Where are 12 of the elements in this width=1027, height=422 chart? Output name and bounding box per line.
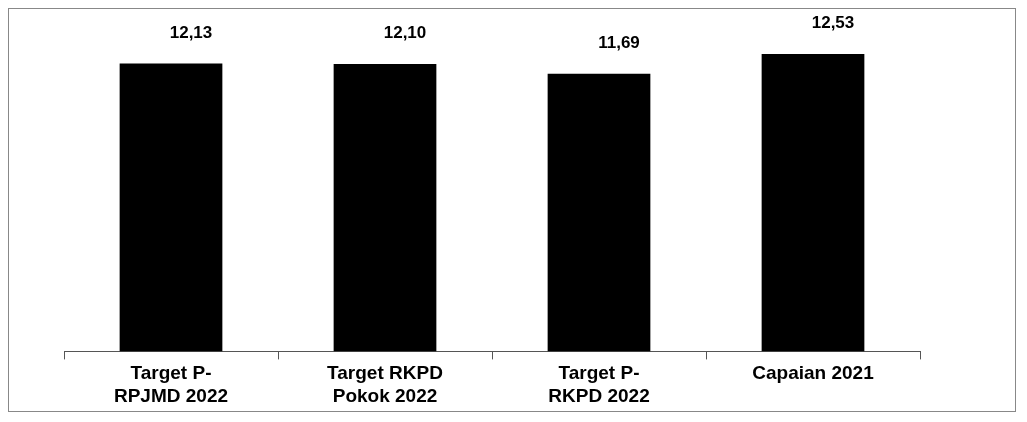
data-label: 12,53 — [811, 13, 855, 33]
data-label: 12,13 — [169, 22, 213, 42]
bar — [547, 73, 651, 352]
x-tick-label: Target RKPD Pokok 2022 — [327, 362, 443, 406]
x-tick-label: Capaian 2021 — [752, 362, 875, 384]
bar — [333, 64, 437, 352]
data-label: 11,69 — [598, 33, 640, 53]
bar — [119, 63, 223, 352]
data-label: 12,10 — [383, 23, 427, 43]
x-tick-label: Target P-RPJMD 2022 — [113, 362, 229, 406]
x-tick-label: Target P-RKPD 2022 — [548, 362, 650, 406]
bar — [761, 53, 865, 352]
